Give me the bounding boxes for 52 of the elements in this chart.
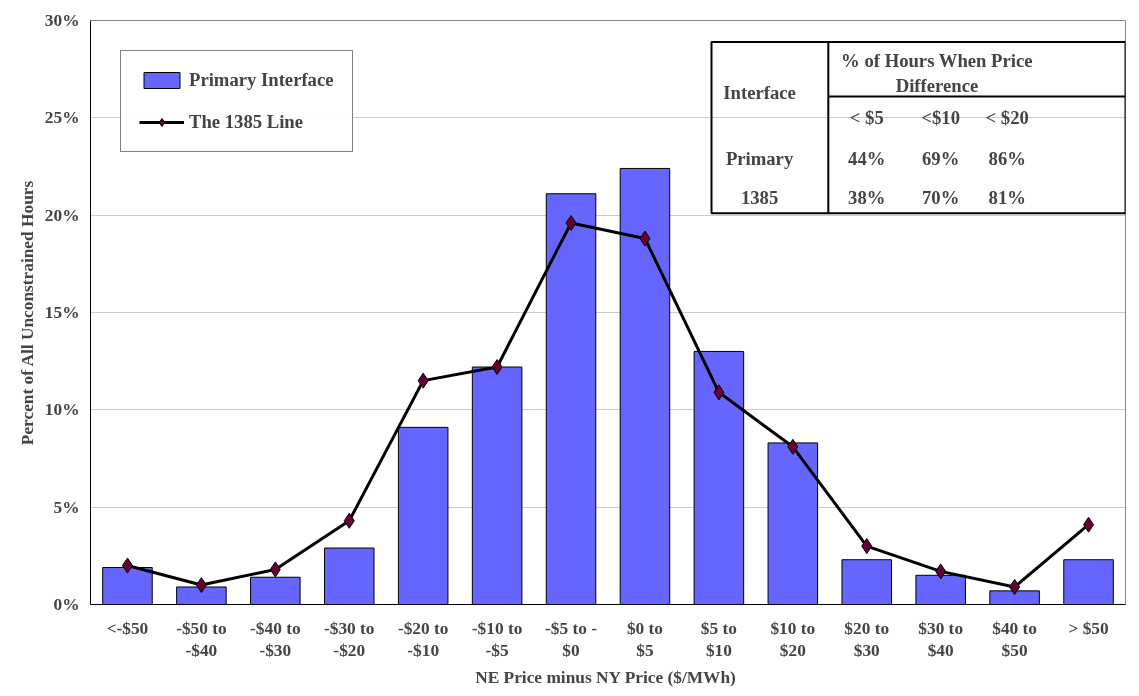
- point: [121, 557, 133, 574]
- x-axis-title: NE Price minus NY Price ($/MWh): [475, 668, 737, 688]
- x-tick-label: $30 to $40: [918, 618, 964, 661]
- annotation: 81%: [988, 187, 1026, 209]
- x-tick-label: $20 to $30: [844, 618, 890, 661]
- point: [565, 214, 577, 231]
- y-tick-label: 20%: [44, 205, 80, 225]
- annotation: < $5: [849, 107, 884, 129]
- point: [861, 538, 873, 555]
- point: [713, 384, 725, 401]
- point: [269, 561, 281, 578]
- legend-label: The 1385 Line: [189, 111, 304, 133]
- annotation: <$10: [921, 107, 960, 129]
- point: [417, 372, 429, 389]
- y-axis-title: Percent of All Unconstrained Hours: [17, 180, 37, 446]
- point: [1009, 578, 1021, 595]
- annotation: Interface: [723, 82, 796, 104]
- y-tick-label: 15%: [44, 303, 80, 322]
- annotation: 1385: [740, 187, 779, 209]
- y-tick-label: 25%: [44, 108, 80, 128]
- y-tick-label: 30%: [44, 11, 80, 30]
- y-tick-label: 10%: [44, 400, 80, 420]
- point: [935, 563, 947, 580]
- point: [787, 438, 799, 455]
- x-tick-label: <-$50: [106, 618, 149, 638]
- x-tick-label: -$40 to -$30: [250, 618, 301, 661]
- annotation: 38%: [848, 187, 886, 209]
- legend-label: Primary Interface: [189, 69, 334, 91]
- x-tick-label: -$20 to -$10: [397, 618, 449, 661]
- annotation: 70%: [922, 187, 960, 209]
- annotation: 69%: [922, 148, 960, 170]
- x-tick-label: > $50: [1068, 618, 1109, 638]
- annotation: 86%: [988, 148, 1026, 170]
- point: [195, 577, 207, 594]
- x-tick-label: -$50 to -$40: [176, 618, 227, 661]
- x-tick-label: $10 to $20: [770, 618, 816, 661]
- x-tick-label: -$10 to -$5: [471, 618, 523, 661]
- x-tick-label: $0 to $5: [626, 618, 664, 661]
- annotation: < $20: [985, 107, 1029, 129]
- annotation: Primary: [725, 148, 794, 170]
- annotation: % of Hours When Price Difference: [841, 49, 1033, 97]
- point: [343, 512, 355, 529]
- point: [639, 230, 651, 247]
- x-tick-label: $5 to $10: [700, 618, 737, 661]
- x-tick-label: $40 to $50: [992, 618, 1037, 661]
- x-tick-label: -$5 to - $0: [545, 618, 598, 661]
- point: [491, 359, 503, 376]
- y-tick-label: 5%: [53, 497, 80, 517]
- annotation: 44%: [848, 148, 886, 170]
- y-tick-label: 0%: [53, 595, 80, 614]
- point: [1083, 516, 1095, 533]
- x-tick-label: -$30 to -$20: [323, 618, 375, 661]
